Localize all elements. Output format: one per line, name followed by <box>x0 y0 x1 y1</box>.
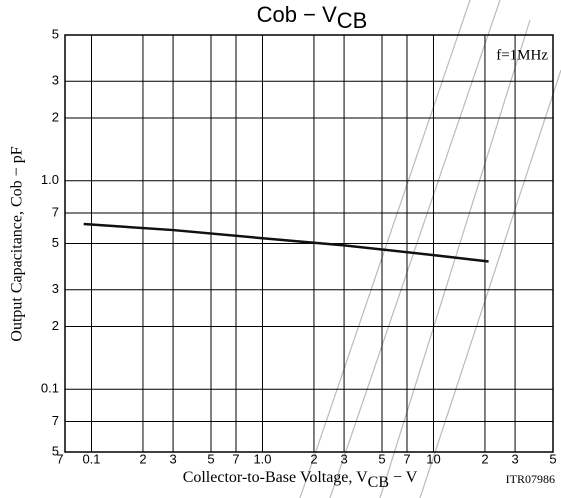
x-tick-label: 5 <box>378 451 385 466</box>
annotation: ITR07986 <box>506 472 555 486</box>
y-tick-label: 2 <box>52 109 59 124</box>
x-tick-label: 7 <box>403 451 410 466</box>
x-tick-label: 3 <box>340 451 347 466</box>
x-tick-label: 2 <box>310 451 317 466</box>
y-tick-label: 7 <box>52 204 59 219</box>
x-tick-label: 3 <box>169 451 176 466</box>
y-axis-label: Output Capacitance, Cob − pF <box>9 146 26 341</box>
x-label-sub: CB <box>368 474 389 491</box>
data-line <box>83 222 489 263</box>
x-tick-label: 3 <box>511 451 518 466</box>
x-tick-label: 0.1 <box>82 451 100 466</box>
y-tick-label: 7 <box>52 413 59 428</box>
x-tick-label: 2 <box>481 451 488 466</box>
y-tick-label: 5 <box>52 443 59 458</box>
watermark <box>299 0 561 498</box>
y-tick-label: 3 <box>52 281 59 296</box>
chart-title: Cob − VCB <box>257 2 368 33</box>
x-axis-label: Collector-to-Base Voltage, VCB − V <box>183 469 418 491</box>
x-tick-label: 1.0 <box>253 451 271 466</box>
plot-frame <box>64 34 554 453</box>
x-label-unit: − V <box>389 469 418 486</box>
x-label-main: Collector-to-Base Voltage, V <box>183 469 368 486</box>
y-tick-label: 1.0 <box>41 172 59 187</box>
x-tick-label: 2 <box>139 451 146 466</box>
title-main: Cob − V <box>257 2 337 27</box>
x-tick-label: 10 <box>426 451 440 466</box>
x-tick-label: 5 <box>207 451 214 466</box>
y-tick-label: 5 <box>52 26 59 41</box>
y-tick-label: 2 <box>52 318 59 333</box>
annotation: f=1MHz <box>496 47 548 63</box>
y-tick-label: 0.1 <box>41 381 59 396</box>
y-tick-label: 3 <box>52 73 59 88</box>
title-sub: CB <box>337 8 368 33</box>
x-tick-label: 5 <box>549 451 556 466</box>
x-tick-label: 7 <box>56 451 63 466</box>
y-tick-label: 5 <box>52 235 59 250</box>
x-tick-label: 7 <box>232 451 239 466</box>
